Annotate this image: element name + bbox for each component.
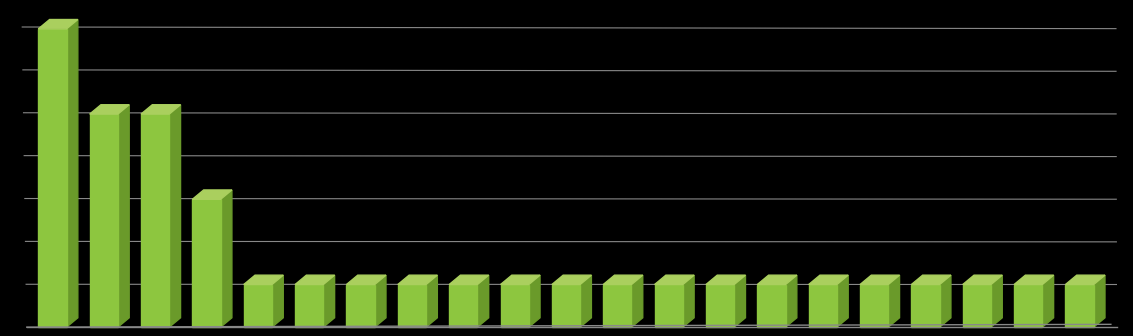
Polygon shape xyxy=(375,275,386,327)
Bar xyxy=(655,285,683,327)
Bar xyxy=(706,285,734,327)
Polygon shape xyxy=(757,275,796,285)
Bar xyxy=(90,114,118,327)
Polygon shape xyxy=(90,105,129,114)
Polygon shape xyxy=(1065,275,1105,285)
Bar xyxy=(809,285,837,327)
Polygon shape xyxy=(991,275,1003,327)
Bar xyxy=(603,285,631,327)
Polygon shape xyxy=(552,275,591,285)
Polygon shape xyxy=(477,275,488,327)
Polygon shape xyxy=(449,275,488,285)
Polygon shape xyxy=(809,275,849,285)
Bar xyxy=(449,285,477,327)
Polygon shape xyxy=(580,275,591,327)
Polygon shape xyxy=(963,275,1003,285)
Polygon shape xyxy=(398,275,437,285)
Bar xyxy=(244,285,272,327)
Polygon shape xyxy=(683,275,695,327)
Polygon shape xyxy=(140,105,180,114)
Bar xyxy=(140,114,169,327)
Polygon shape xyxy=(295,275,334,285)
Polygon shape xyxy=(655,275,695,285)
Bar xyxy=(295,285,323,327)
Polygon shape xyxy=(221,190,232,327)
Polygon shape xyxy=(347,275,386,285)
Bar xyxy=(860,285,888,327)
Polygon shape xyxy=(860,275,900,285)
Polygon shape xyxy=(244,275,283,285)
Polygon shape xyxy=(272,275,283,327)
Bar xyxy=(963,285,991,327)
Polygon shape xyxy=(1014,275,1054,285)
Bar xyxy=(347,285,375,327)
Bar xyxy=(552,285,580,327)
Bar xyxy=(501,285,529,327)
Polygon shape xyxy=(706,275,746,285)
Polygon shape xyxy=(785,275,796,327)
Bar xyxy=(757,285,785,327)
Polygon shape xyxy=(888,275,900,327)
Polygon shape xyxy=(911,275,951,285)
Polygon shape xyxy=(501,275,540,285)
Bar xyxy=(911,285,939,327)
Polygon shape xyxy=(1093,275,1105,327)
Polygon shape xyxy=(734,275,746,327)
Polygon shape xyxy=(939,275,951,327)
Polygon shape xyxy=(631,275,642,327)
Polygon shape xyxy=(193,190,232,199)
Bar xyxy=(39,29,67,327)
Bar xyxy=(398,285,426,327)
Bar xyxy=(1014,285,1042,327)
Polygon shape xyxy=(169,105,180,327)
Bar xyxy=(193,199,221,327)
Bar xyxy=(1065,285,1093,327)
Polygon shape xyxy=(426,275,437,327)
Polygon shape xyxy=(529,275,540,327)
Polygon shape xyxy=(67,19,78,327)
Polygon shape xyxy=(323,275,334,327)
Polygon shape xyxy=(118,105,129,327)
Polygon shape xyxy=(1042,275,1054,327)
Polygon shape xyxy=(39,19,78,29)
Polygon shape xyxy=(837,275,849,327)
Polygon shape xyxy=(603,275,642,285)
